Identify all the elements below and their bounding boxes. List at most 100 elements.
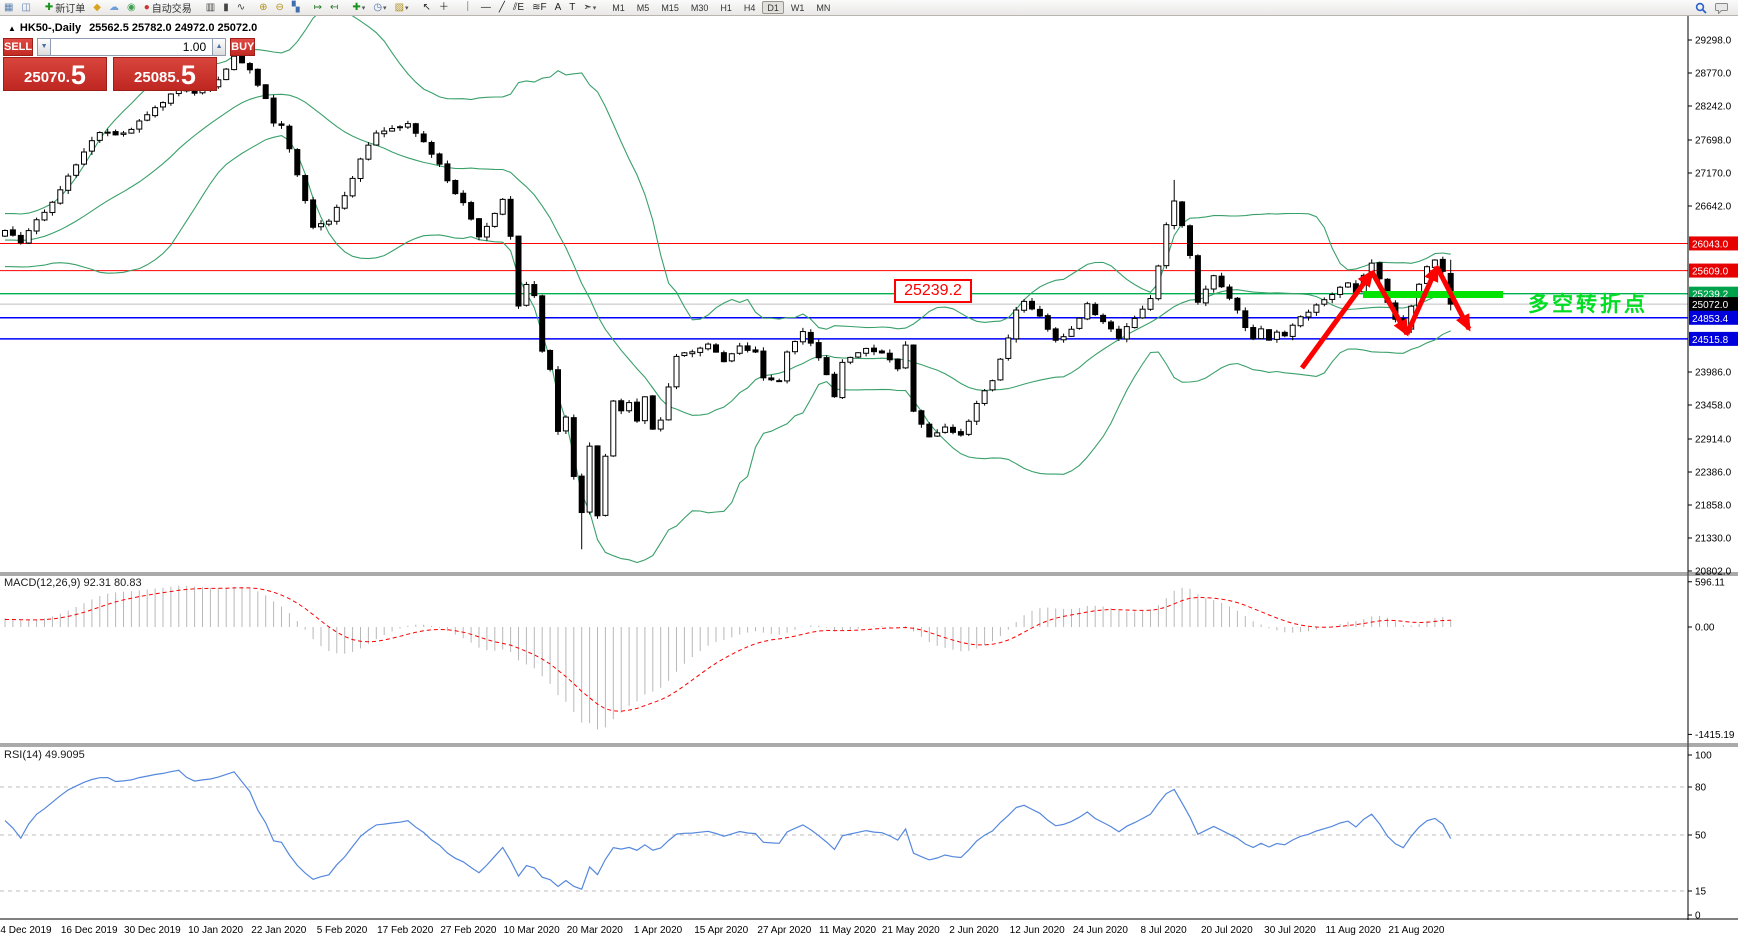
candlesticks: [2, 51, 1454, 550]
buy-price-panel[interactable]: 25085. 5: [113, 57, 217, 91]
candle-body: [1052, 328, 1059, 341]
equidistant-channel-icon[interactable]: ⫽E: [510, 1, 527, 15]
volume-input[interactable]: [51, 38, 213, 56]
timeframe-m15[interactable]: M15: [661, 3, 679, 13]
templates-icon: ▨: [394, 1, 405, 13]
data-window-icon[interactable]: ◫: [18, 1, 33, 15]
timeframe-mn[interactable]: MN: [816, 3, 831, 13]
crosshair-icon[interactable]: ＋: [436, 1, 452, 15]
candle-body: [112, 131, 119, 136]
zoom-out-icon[interactable]: ⊖: [273, 1, 287, 15]
date-label: 4 Dec 2019: [0, 925, 52, 936]
candle-body: [1439, 258, 1446, 272]
candle-body: [1266, 329, 1272, 341]
new-order-icon[interactable]: ✚ 新订单: [42, 1, 88, 16]
date-label: 10 Jan 2020: [188, 925, 243, 936]
candle-body: [1313, 304, 1320, 313]
text-icon[interactable]: A: [552, 1, 565, 15]
cursor-icon[interactable]: ↖: [420, 1, 434, 15]
line-chart-icon[interactable]: ∿: [234, 1, 248, 15]
candle-body: [231, 55, 238, 71]
fibonacci-icon[interactable]: ≋F: [529, 1, 550, 15]
level-axis-label-bg: [1689, 331, 1738, 346]
candle-body: [839, 361, 846, 399]
chart-annotations: [1299, 264, 1503, 370]
trendline-icon[interactable]: ╱: [496, 1, 508, 15]
periods-icon[interactable]: ◷ ▾: [370, 1, 389, 15]
price-level-annotation-box[interactable]: 25239.2: [894, 279, 972, 303]
chart-shift-icon[interactable]: ↤: [327, 1, 341, 15]
sell-price-pip: 5: [70, 60, 86, 90]
rsi-line: [4, 769, 1452, 890]
oct-collapse-icon[interactable]: ▲: [8, 24, 16, 33]
timeframe-w1[interactable]: W1: [790, 3, 805, 13]
candle-body: [910, 344, 917, 412]
chart-windows-icon[interactable]: ▦: [1, 1, 16, 15]
candle-body: [823, 357, 830, 376]
chat-icon[interactable]: [1712, 1, 1731, 15]
line-chart-icon: ∿: [236, 1, 246, 13]
candle-body: [1194, 255, 1201, 303]
candle-body: [831, 373, 838, 398]
horizontal-line-icon[interactable]: —: [478, 1, 494, 15]
candle-body: [681, 352, 688, 357]
timeframe-h1[interactable]: H1: [720, 3, 732, 13]
buy-button[interactable]: BUY: [230, 38, 256, 56]
zigzag-arrow-segment[interactable]: [1299, 269, 1375, 370]
vertical-line-icon[interactable]: ｜: [460, 1, 476, 15]
bar-chart-icon[interactable]: ▥: [203, 1, 218, 15]
candle-body: [1226, 286, 1233, 299]
arrows-tool-icon[interactable]: ➣ ▾: [580, 1, 599, 15]
one-click-trading-panel: SELL ▼ ▲ BUY 25070. 5 25085. 5: [3, 38, 256, 91]
timeframe-toolbar: M1 M5 M15 M30 H1 H4 D1 W1 MN: [606, 1, 836, 14]
zigzag-arrow-segment[interactable]: [1369, 270, 1410, 337]
sell-price-panel[interactable]: 25070. 5: [3, 57, 107, 91]
timeframe-h4[interactable]: H4: [743, 3, 756, 13]
level-axis-label-bg: [1689, 310, 1738, 325]
candle-body: [452, 179, 459, 195]
date-label: 27 Apr 2020: [757, 925, 811, 936]
autotrade-icon[interactable]: ● 自动交易: [141, 1, 195, 16]
level-axis-label-bg: [1689, 297, 1738, 312]
new-order-icon-label: 新订单: [55, 4, 86, 15]
candle-body: [17, 234, 24, 244]
date-label: 24 Jun 2020: [1073, 925, 1128, 936]
zoom-in-icon[interactable]: ⊕: [256, 1, 270, 15]
auto-scroll-icon[interactable]: ↦: [311, 1, 325, 15]
candle-body: [381, 130, 388, 135]
text-label-icon[interactable]: T: [566, 1, 578, 15]
zigzag-arrow-segment[interactable]: [1404, 264, 1440, 336]
timeframe-m1[interactable]: M1: [612, 3, 625, 13]
candle-body: [744, 345, 751, 351]
timeframe-m30[interactable]: M30: [690, 3, 709, 13]
support-resistance-lines: [0, 242, 1688, 340]
candle-body: [950, 426, 956, 433]
tile-windows-icon[interactable]: ▚: [289, 1, 303, 15]
candle-body: [728, 353, 735, 362]
cloud-icon[interactable]: ☁: [106, 1, 122, 15]
candle-body: [254, 68, 261, 86]
volume-up-button[interactable]: ▲: [212, 38, 227, 56]
chart-title: ▲ HK50-,Daily 25562.5 25782.0 24972.0 2507…: [8, 22, 257, 34]
candle-body: [799, 331, 806, 343]
candle-body: [1005, 337, 1012, 359]
candle-body: [1021, 300, 1028, 311]
candle-body: [499, 198, 506, 215]
volume-down-button[interactable]: ▼: [37, 38, 52, 56]
candlestick-chart-icon[interactable]: ▮: [220, 1, 232, 15]
candle-body: [365, 144, 372, 160]
thick-green-level-bar[interactable]: [1363, 291, 1503, 298]
candle-body: [57, 189, 64, 204]
timeframe-m5[interactable]: M5: [636, 3, 650, 13]
timeframe-d1[interactable]: D1: [762, 1, 784, 14]
candle-body: [1305, 311, 1312, 318]
candle-body: [1242, 310, 1249, 329]
candle-body: [507, 198, 514, 237]
search-icon[interactable]: [1692, 1, 1710, 15]
indicators-icon[interactable]: ✚ ▾: [349, 1, 368, 15]
templates-icon[interactable]: ▨ ▾: [392, 1, 412, 15]
sell-button[interactable]: SELL: [3, 38, 34, 56]
zigzag-arrow-segment[interactable]: [1434, 265, 1472, 332]
market-watch-icon[interactable]: ◆: [90, 1, 104, 15]
signal-icon[interactable]: ◉: [124, 1, 139, 15]
